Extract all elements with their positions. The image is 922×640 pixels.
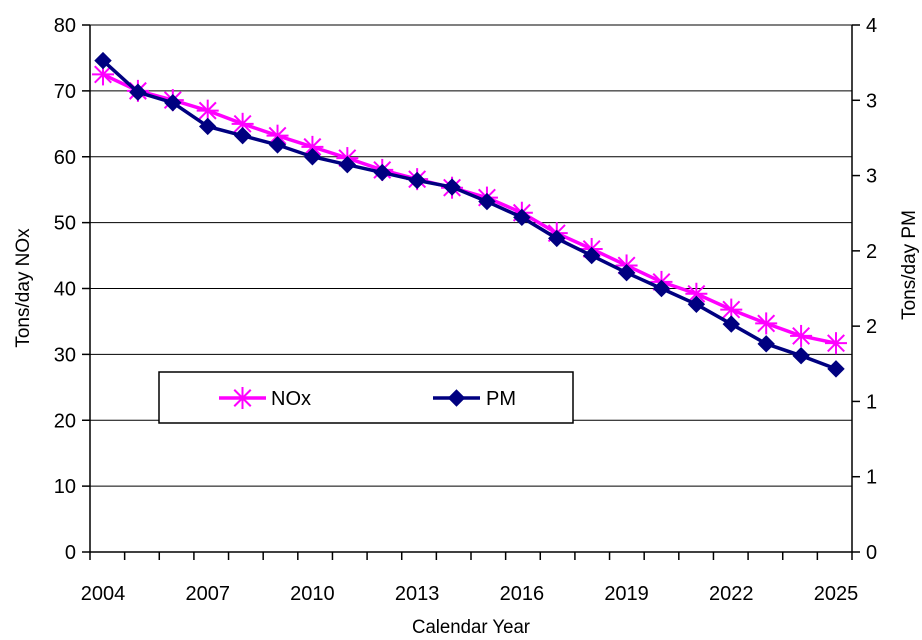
series-nox [92, 63, 847, 355]
x-tick-label: 2010 [290, 583, 335, 605]
pm-marker [687, 295, 706, 314]
left-tick-label: 50 [54, 213, 76, 235]
legend: NOx PM [158, 371, 574, 424]
pm-marker [792, 346, 810, 365]
pm-marker [129, 83, 147, 101]
pm-marker [757, 335, 775, 353]
nox-marker [790, 324, 813, 347]
left-axis-title: Tons/day NOx [13, 228, 34, 348]
pm-marker [408, 171, 426, 190]
pm-marker [338, 155, 357, 174]
pm-marker [447, 389, 466, 407]
pm-marker [233, 126, 252, 145]
series-pm [94, 51, 845, 378]
x-axis-title: Calendar Year [412, 617, 531, 638]
nox-marker [231, 387, 254, 409]
nox-marker [196, 99, 219, 122]
left-tick-label: 80 [54, 15, 76, 37]
x-tick-label: 2013 [395, 583, 440, 605]
x-tick-label: 2022 [709, 583, 754, 605]
x-axis-ticks: 2004 2007 2010 2013 2016 2019 2022 2025 [81, 552, 859, 605]
pm-marker [94, 51, 112, 70]
right-axis-title: Tons/day PM [899, 210, 920, 320]
x-tick-label: 2025 [814, 583, 859, 605]
pm-marker [199, 117, 217, 136]
pm-marker [443, 178, 461, 196]
pm-marker [268, 136, 287, 154]
left-tick-label: 60 [54, 147, 76, 169]
legend-item-nox: NOx [219, 387, 311, 410]
x-tick-label: 2004 [81, 583, 126, 605]
pm-marker [478, 192, 496, 211]
right-axis-ticks: 0 1 1 2 2 3 3 4 [852, 15, 877, 564]
left-tick-label: 40 [54, 279, 76, 301]
series-line-pm [101, 59, 837, 371]
left-tick-label: 20 [54, 410, 76, 432]
left-axis-ticks: 0 10 20 30 40 50 60 70 80 [54, 15, 90, 564]
right-tick-label: 2 [866, 241, 877, 263]
right-tick-label: 3 [866, 90, 877, 112]
nox-marker [825, 332, 847, 355]
x-tick-label: 2007 [185, 583, 230, 605]
pm-marker [617, 263, 636, 282]
pm-marker [582, 246, 601, 265]
nox-marker [92, 63, 114, 86]
legend-item-pm: PM [433, 388, 516, 410]
pm-marker [164, 94, 182, 112]
x-tick-label: 2019 [604, 583, 649, 605]
left-tick-label: 70 [54, 81, 76, 103]
pm-marker [373, 163, 391, 182]
right-tick-label: 1 [866, 467, 877, 489]
nox-marker [755, 312, 778, 335]
left-tick-label: 10 [54, 476, 76, 498]
legend-label: NOx [271, 388, 311, 410]
pm-marker [548, 229, 566, 248]
legend-label: PM [486, 388, 516, 410]
x-tick-label: 2016 [500, 583, 545, 605]
left-tick-label: 30 [54, 344, 76, 366]
pm-marker [513, 208, 531, 227]
left-tick-label: 0 [65, 542, 76, 564]
right-tick-label: 1 [866, 391, 877, 413]
series-layer [92, 51, 847, 378]
pm-marker [303, 148, 322, 166]
right-tick-label: 2 [866, 316, 877, 338]
right-tick-label: 4 [866, 15, 877, 37]
right-tick-label: 0 [866, 542, 877, 564]
pm-marker [827, 360, 845, 378]
pm-marker [652, 279, 671, 298]
pm-marker [722, 315, 740, 333]
right-tick-label: 3 [866, 166, 877, 188]
